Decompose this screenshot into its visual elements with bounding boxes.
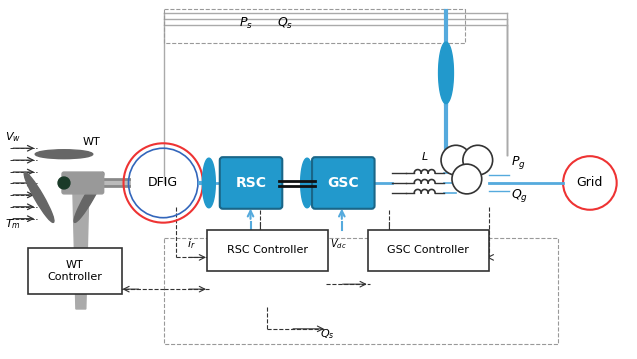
Circle shape [452,164,482,194]
Polygon shape [73,192,89,309]
Text: GSC: GSC [327,176,359,190]
Ellipse shape [35,150,93,159]
FancyBboxPatch shape [220,157,282,209]
Text: RSC: RSC [236,176,266,190]
FancyBboxPatch shape [28,248,122,294]
Ellipse shape [74,172,104,222]
Polygon shape [301,158,313,208]
Text: GSC Controller: GSC Controller [387,246,469,256]
Text: RSC Controller: RSC Controller [227,246,308,256]
Text: $P_g$: $P_g$ [512,154,526,171]
FancyBboxPatch shape [368,230,489,271]
Text: $P_s$: $P_s$ [239,16,252,31]
Text: $T_m$: $T_m$ [6,218,21,232]
Text: WT: WT [83,137,101,147]
Polygon shape [203,158,215,208]
Text: $i_r$: $i_r$ [187,237,196,251]
FancyBboxPatch shape [312,157,375,209]
Text: $v_g$: $v_g$ [386,239,399,253]
Ellipse shape [24,172,54,222]
Text: $v_r$: $v_r$ [259,239,271,251]
Text: $V_w$: $V_w$ [6,130,22,144]
Text: $Q_s$: $Q_s$ [320,327,334,341]
Text: $\omega_r$: $\omega_r$ [94,274,109,286]
Text: $V_{dc}$: $V_{dc}$ [329,237,346,251]
Text: DFIG: DFIG [148,177,178,190]
Polygon shape [438,42,454,103]
Text: $i_g$: $i_g$ [481,237,490,253]
FancyBboxPatch shape [62,172,104,194]
Circle shape [463,145,492,175]
Circle shape [441,145,471,175]
Circle shape [58,177,70,189]
FancyBboxPatch shape [207,230,328,271]
Text: L: L [422,152,428,162]
Text: Grid: Grid [576,177,603,190]
Text: WT
Controller: WT Controller [48,261,103,282]
Text: $Q_g$: $Q_g$ [512,187,529,204]
Polygon shape [356,158,369,208]
Text: $Q_s$: $Q_s$ [277,16,294,31]
